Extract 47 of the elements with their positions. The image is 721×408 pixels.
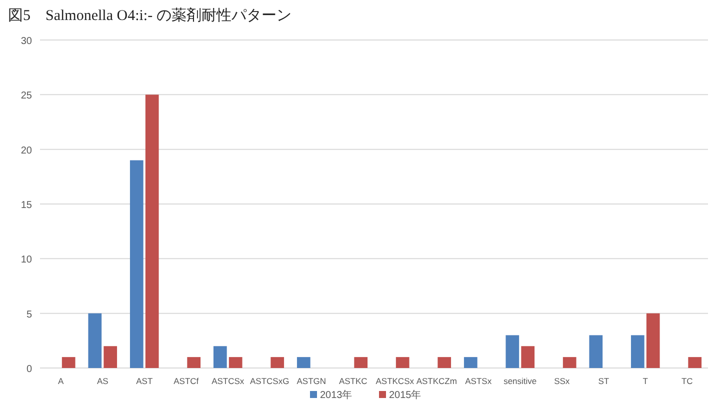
x-tick-label: TC	[681, 376, 693, 386]
bar	[104, 346, 118, 368]
y-tick-label: 25	[20, 90, 32, 102]
x-tick-label: ASTGN	[296, 376, 326, 386]
x-tick-label: T	[642, 376, 648, 386]
chart-title: 図5 Salmonella O4:i:- の薬剤耐性パターン	[8, 7, 292, 24]
bar	[396, 357, 410, 368]
x-tick-label: ASTCSx	[212, 376, 245, 386]
bar	[213, 346, 227, 368]
x-tick-label: SSx	[554, 376, 570, 386]
bar	[270, 357, 284, 368]
x-tick-label: ASTCf	[174, 376, 200, 386]
y-tick-label: 10	[20, 254, 32, 266]
bar	[630, 335, 644, 368]
x-tick-label: ASTKC	[338, 376, 368, 386]
bar	[688, 357, 702, 368]
x-tick-label: ST	[598, 376, 610, 386]
legend-label: 2015年	[389, 389, 422, 401]
bar	[62, 357, 76, 368]
x-tick-label: ASTCSxG	[250, 376, 290, 386]
bar	[187, 357, 201, 368]
bar	[88, 313, 102, 368]
x-tick-label: sensitive	[504, 376, 537, 386]
bar	[354, 357, 368, 368]
x-tick-label: ASTSx	[465, 376, 492, 386]
bar	[145, 94, 159, 368]
y-tick-label: 0	[26, 364, 32, 375]
y-tick-label: 15	[20, 200, 32, 211]
bar	[589, 335, 603, 368]
y-tick-label: 20	[20, 145, 32, 156]
bar	[521, 346, 535, 368]
x-tick-label: ASTKCZm	[416, 376, 457, 386]
x-tick-label: A	[58, 376, 64, 386]
x-tick-label: AS	[96, 376, 109, 386]
bar	[562, 357, 576, 368]
bar	[296, 357, 310, 368]
y-tick-label: 30	[20, 36, 32, 47]
bar	[464, 357, 478, 368]
bar	[228, 357, 242, 368]
legend-label: 2013年	[320, 389, 352, 401]
x-tick-label: ASTKCSx	[376, 376, 415, 386]
bar	[130, 160, 144, 368]
bar	[646, 313, 660, 368]
bar	[438, 357, 452, 368]
x-tick-label: AST	[136, 376, 153, 386]
y-tick-label: 5	[26, 309, 32, 320]
bar	[506, 335, 520, 368]
